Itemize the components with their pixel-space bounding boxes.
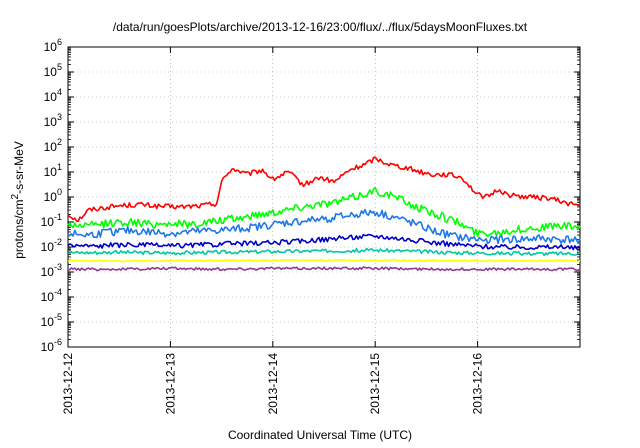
series-line-6 <box>67 266 581 272</box>
y-tick-label: 104 <box>44 87 62 104</box>
y-tick-label: 10-1 <box>41 212 62 229</box>
y-tick-label: 10-6 <box>41 337 62 354</box>
x-tick-label: 2013-12-16 <box>471 353 485 415</box>
y-tick-label: 10-3 <box>41 262 62 279</box>
series-line-3 <box>67 233 581 251</box>
y-tick-label: 100 <box>44 187 62 204</box>
y-tick-label: 10-4 <box>41 287 62 304</box>
y-tick-label: 106 <box>44 37 62 54</box>
y-tick-label: 105 <box>44 62 62 79</box>
x-tick-label: 2013-12-13 <box>163 353 177 415</box>
y-tick-label: 102 <box>44 137 62 154</box>
series-line-2 <box>67 208 581 245</box>
series-line-1 <box>67 186 581 238</box>
y-tick-label: 10-5 <box>41 312 62 329</box>
y-tick-label: 10-2 <box>41 237 62 254</box>
x-axis-label: Coordinated Universal Time (UTC) <box>227 428 413 442</box>
x-tick-label: 2013-12-14 <box>266 353 280 415</box>
chart-title: /data/run/goesPlots/archive/2013-12-16/2… <box>112 20 528 34</box>
y-tick-label: 103 <box>44 112 62 129</box>
x-tick-label: 2013-12-12 <box>61 353 75 415</box>
series-line-4 <box>67 247 581 256</box>
series-line-0 <box>67 156 581 223</box>
y-tick-label: 101 <box>44 162 62 179</box>
series-line-5 <box>67 258 581 263</box>
x-tick-label: 2013-12-15 <box>368 353 382 415</box>
